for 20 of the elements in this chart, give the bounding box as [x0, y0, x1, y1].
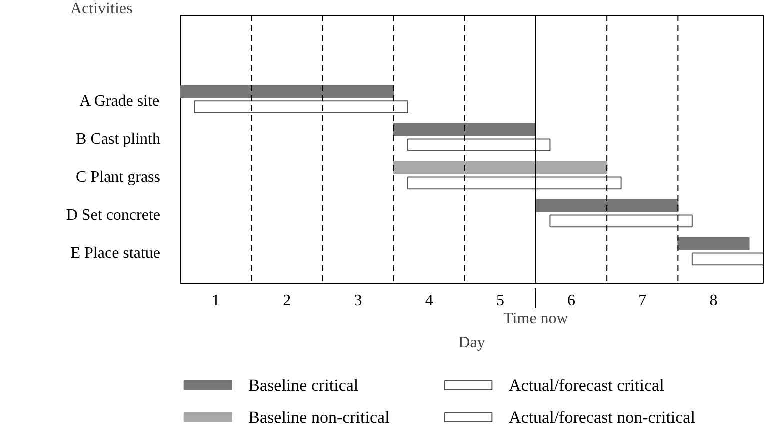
x-tick-label: 8	[710, 292, 718, 310]
x-tick-label: 6	[568, 292, 576, 310]
y-axis-title: Activities	[70, 0, 133, 18]
y-tick-label: A Grade site	[80, 92, 160, 110]
y-tick-label: E Place statue	[70, 244, 161, 262]
x-tick-label: 5	[496, 292, 504, 310]
x-tick-label: 4	[425, 292, 434, 310]
legend-label: Actual/forecast critical	[509, 376, 665, 395]
x-tick-label: 1	[212, 292, 220, 310]
legend-label: Baseline non-critical	[248, 408, 390, 427]
x-tick-label: 3	[354, 292, 362, 310]
y-tick-label: C Plant grass	[76, 168, 161, 186]
legend-label: Actual/forecast non-critical	[509, 408, 696, 427]
x-tick-label: 2	[283, 292, 292, 310]
ref-line-label: Time now	[504, 310, 569, 328]
x-axis-title: Day	[458, 334, 486, 352]
legend-label: Baseline critical	[248, 376, 359, 395]
y-tick-label: D Set concrete	[66, 206, 161, 224]
y-tick-label: B Cast plinth	[76, 130, 160, 148]
x-tick-label: 7	[638, 292, 647, 310]
